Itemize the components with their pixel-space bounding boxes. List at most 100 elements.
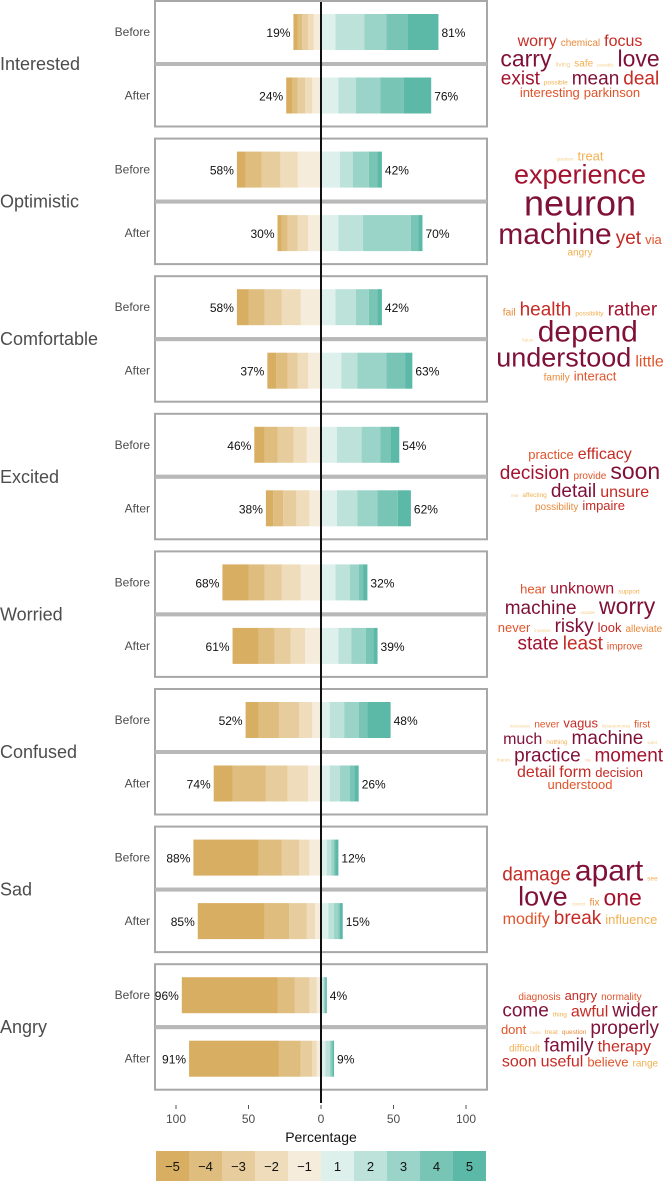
- bar-segment-pos-1: [321, 564, 336, 600]
- cloud-word: soon: [610, 458, 660, 484]
- bar-segment-neg-3: [295, 977, 310, 1013]
- phase-label: Before: [115, 300, 151, 314]
- x-tick-label: 50: [387, 1112, 401, 1126]
- cloud-word: machine: [498, 218, 611, 251]
- word-cloud-confused: necessary never vagus dysautonomia firstmuch…: [497, 715, 664, 792]
- cloud-word: modify: [503, 911, 550, 928]
- emotion-label: Optimistic: [0, 192, 79, 212]
- bar-segment-neg-5: [182, 977, 278, 1013]
- bar-segment-pos-2: [338, 215, 363, 251]
- cloud-word: fail: [503, 307, 516, 318]
- cloud-word: necessary: [510, 723, 531, 728]
- bar-segment-pos-5: [354, 766, 358, 802]
- bar-segment-neg-2: [282, 564, 301, 600]
- cloud-word: basis: [530, 1030, 541, 1035]
- bar-segment-pos-3: [331, 840, 334, 876]
- bar-segment-pos-2: [336, 564, 351, 600]
- bar-segment-pos-1: [321, 353, 341, 389]
- bar-segment-neg-5: [266, 490, 273, 526]
- neg-pct-label: 58%: [210, 301, 234, 315]
- bar-segment-pos-3: [357, 353, 386, 389]
- bar-segment-neg-3: [264, 289, 281, 325]
- cloud-word: via: [645, 232, 662, 247]
- bar-segment-neg-4: [264, 903, 289, 939]
- bar-segment-neg-1: [308, 766, 321, 802]
- bar-segment-pos-4: [325, 977, 326, 1013]
- legend-label: −4: [198, 1159, 213, 1174]
- word-cloud-sad: damage apart seelove correct fix onemodify bre…: [502, 854, 658, 929]
- pos-pct-label: 4%: [330, 989, 348, 1003]
- bar-segment-pos-4: [334, 840, 335, 876]
- pos-pct-label: 39%: [381, 640, 405, 654]
- pos-pct-label: 32%: [370, 576, 394, 590]
- bar-segment-neg-1: [301, 564, 321, 600]
- word-cloud-optimistic: question treatexperienceneuronmachine yet v…: [498, 149, 662, 259]
- cloud-word: apart: [575, 854, 644, 887]
- pos-pct-label: 42%: [385, 164, 409, 178]
- bar-segment-pos-1: [321, 78, 338, 114]
- bar-segment-pos-3: [357, 490, 377, 526]
- pos-pct-label: 48%: [394, 714, 418, 728]
- bar-segment-pos-1: [321, 215, 338, 251]
- bar-segment-neg-2: [298, 215, 308, 251]
- bar-segment-pos-4: [411, 215, 418, 251]
- x-axis-title: Percentage: [285, 1129, 357, 1145]
- cloud-word: love: [518, 882, 568, 912]
- bar-segment-neg-1: [305, 628, 321, 664]
- x-tick-label: 100: [166, 1112, 186, 1126]
- cloud-word: see: [647, 875, 658, 882]
- cloud-word: range: [633, 1059, 659, 1070]
- cloud-word: family: [544, 372, 570, 383]
- bar-segment-pos-2: [338, 78, 355, 114]
- bar-segment-neg-4: [249, 564, 265, 600]
- cloud-word: affecting: [522, 492, 547, 499]
- bar-segment-pos-3: [363, 215, 411, 251]
- bar-segment-neg-3: [275, 628, 291, 664]
- pos-pct-label: 42%: [385, 301, 409, 315]
- bar-segment-pos-3: [340, 766, 350, 802]
- neg-pct-label: 88%: [166, 852, 190, 866]
- phase-label: After: [125, 364, 150, 378]
- bar-segment-pos-1: [321, 152, 340, 188]
- bar-segment-neg-4: [282, 215, 288, 251]
- cloud-word: real: [511, 493, 519, 498]
- bar-segment-pos-4: [338, 903, 339, 939]
- neg-pct-label: 96%: [155, 989, 179, 1003]
- emotion-label: Sad: [0, 880, 32, 900]
- bar-segment-neg-4: [259, 628, 275, 664]
- bar-segment-pos-5: [333, 1041, 334, 1077]
- neg-pct-label: 24%: [259, 90, 283, 104]
- bar-segment-neg-4: [259, 840, 282, 876]
- bar-segment-pos-4: [369, 289, 378, 325]
- bar-segment-neg-2: [298, 353, 308, 389]
- cloud-word: come: [502, 1001, 548, 1022]
- word-cloud-worried: hear unknown supportmachine outside worrynev…: [498, 581, 663, 655]
- bar-segment-pos-2: [341, 353, 357, 389]
- bar-segment-pos-2: [330, 702, 345, 738]
- neg-pct-label: 38%: [239, 502, 263, 516]
- bar-segment-pos-2: [337, 427, 362, 463]
- cloud-word: angry: [565, 988, 598, 1003]
- bar-segment-neg-4: [249, 289, 265, 325]
- cloud-word: fix: [589, 898, 599, 909]
- emotion-label: Interested: [0, 54, 80, 74]
- bar-segment-pos-1: [321, 14, 336, 50]
- bar-segment-neg-2: [288, 766, 308, 802]
- legend-label: −3: [231, 1159, 246, 1174]
- emotion-label: Excited: [0, 467, 59, 487]
- bar-segment-neg-3: [301, 1041, 313, 1077]
- cloud-word: possibly: [597, 62, 614, 67]
- cloud-word: living: [555, 61, 570, 68]
- bar-segment-pos-1: [321, 628, 338, 664]
- cloud-word: thanks: [497, 758, 511, 763]
- cloud-word: influence: [605, 912, 657, 927]
- bar-segment-pos-4: [369, 152, 378, 188]
- legend-label: 3: [400, 1159, 407, 1174]
- emotion-panel-angry: AngryBefore 96% 4%After 91% 9%: [0, 964, 487, 1089]
- bar-segment-neg-2: [299, 840, 309, 876]
- bar-segment-neg-5: [278, 215, 282, 251]
- emotion-label: Angry: [0, 1017, 47, 1037]
- bar-segment-neg-2: [312, 1041, 316, 1077]
- bar-segment-pos-4: [359, 564, 363, 600]
- cloud-word: moment: [594, 746, 663, 767]
